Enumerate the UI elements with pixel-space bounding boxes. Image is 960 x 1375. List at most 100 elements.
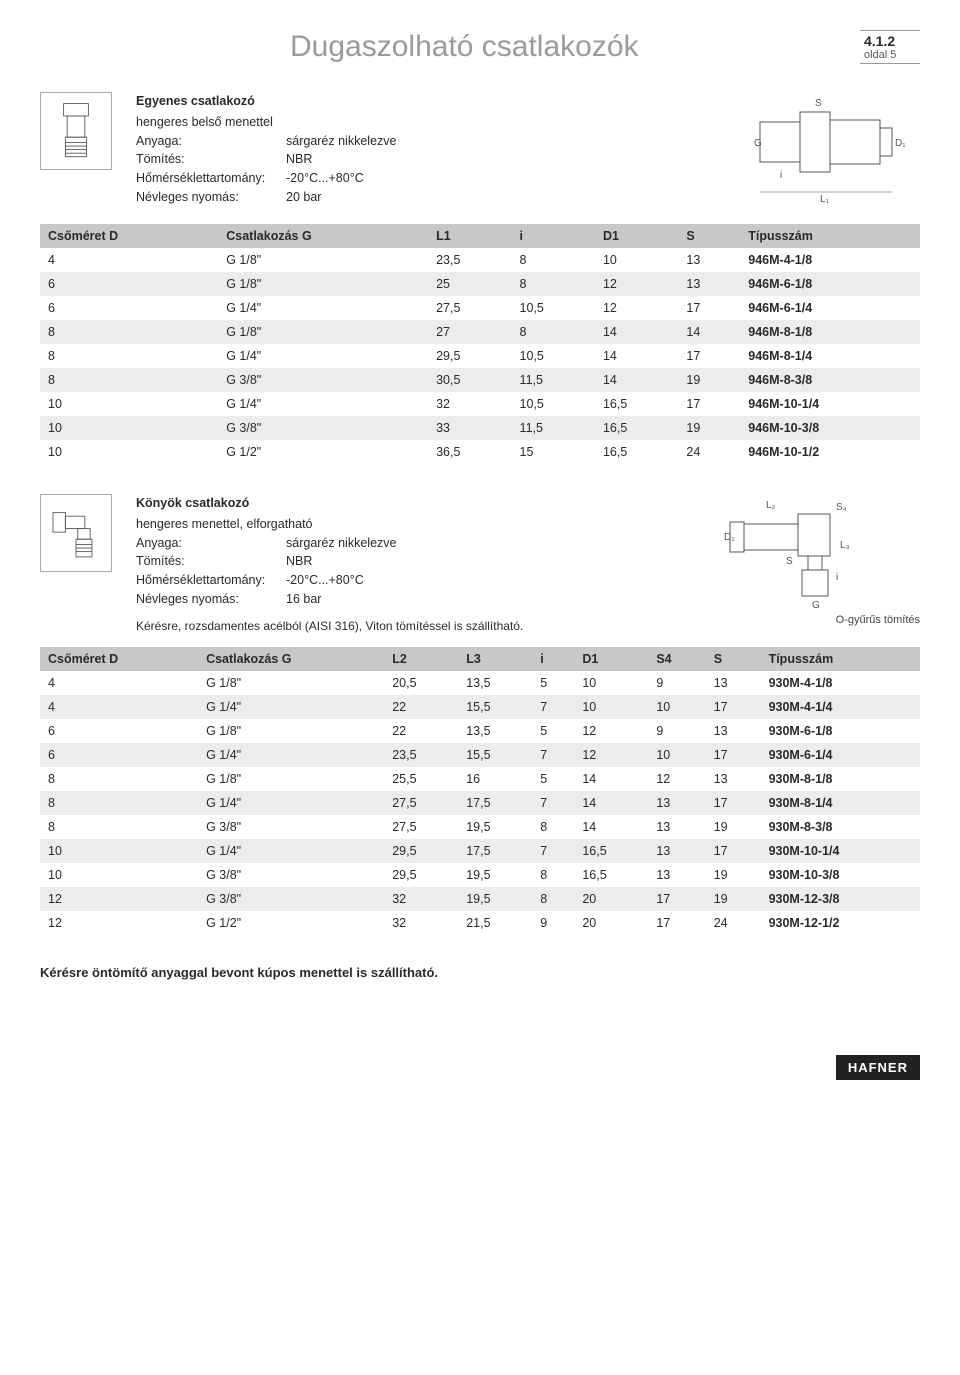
table-cell: 19,5 [458,815,532,839]
table-cell: 30,5 [428,368,511,392]
product1-title: Egyenes csatlakozó [136,92,396,111]
table-cell: 10 [574,671,648,695]
table-cell: 930M-10-1/4 [761,839,920,863]
table-cell: 930M-6-1/4 [761,743,920,767]
table-cell: G 3/8" [218,416,428,440]
table-cell: 8 [40,791,198,815]
table-cell: 12 [40,911,198,935]
table-cell: 10 [648,695,705,719]
spec-label: Névleges nyomás: [136,188,286,207]
product1-specs: Egyenes csatlakozó hengeres belső menett… [136,92,396,207]
table-cell: 9 [648,719,705,743]
table-row: 8G 3/8"30,511,51419946M-8-3/8 [40,368,920,392]
table-cell: 13,5 [458,671,532,695]
table-header: Csatlakozás G [218,224,428,248]
table-cell: 930M-12-3/8 [761,887,920,911]
table-cell: 12 [595,272,678,296]
table-cell: 17 [678,296,740,320]
table-cell: 4 [40,248,218,272]
table-cell: 10,5 [512,344,595,368]
table-cell: 930M-8-3/8 [761,815,920,839]
table-header: L2 [384,647,458,671]
table-cell: 7 [532,839,574,863]
table-cell: 10 [595,248,678,272]
table-cell: 8 [40,368,218,392]
table-header: i [512,224,595,248]
table-cell: 8 [40,767,198,791]
product2-header: Könyök csatlakozó hengeres menettel, elf… [40,494,920,635]
table-cell: 23,5 [384,743,458,767]
table-cell: 12 [40,887,198,911]
table-cell: G 1/4" [218,344,428,368]
table-cell: 27 [428,320,511,344]
table-cell: 16,5 [595,392,678,416]
spec-value: NBR [286,150,312,169]
table-cell: 13 [648,815,705,839]
spec-label: Tömítés: [136,150,286,169]
table-cell: 17 [648,887,705,911]
table-row: 8G 1/8"2781414946M-8-1/8 [40,320,920,344]
spec-label: Névleges nyomás: [136,590,286,609]
product1-thumbnail [40,92,112,170]
table-cell: 9 [648,671,705,695]
product2-title: Könyök csatlakozó [136,494,523,513]
table-cell: 13 [678,248,740,272]
table-cell: G 3/8" [198,863,384,887]
table-cell: 10 [40,392,218,416]
table-cell: 8 [512,272,595,296]
table-cell: 6 [40,719,198,743]
table-cell: 13 [706,767,761,791]
table-cell: 27,5 [384,791,458,815]
table-cell: 14 [595,320,678,344]
product1-header: Egyenes csatlakozó hengeres belső menett… [40,92,920,212]
table-row: 12G 1/2"3221,59201724930M-12-1/2 [40,911,920,935]
table-cell: 17 [706,839,761,863]
svg-text:L₁: L₁ [820,194,830,205]
page-header: Dugaszolható csatlakozók 4.1.2 oldal 5 [40,30,920,64]
table-cell: G 1/4" [218,392,428,416]
table-cell: G 1/8" [198,767,384,791]
table-cell: 946M-8-1/8 [740,320,920,344]
table-cell: G 1/4" [198,695,384,719]
table-cell: 8 [532,863,574,887]
table-cell: 24 [678,440,740,464]
table-cell: 10 [40,440,218,464]
table-row: 8G 1/8"25,5165141213930M-8-1/8 [40,767,920,791]
table-header: i [532,647,574,671]
spec-value: 16 bar [286,590,321,609]
table-cell: 17 [678,392,740,416]
table-cell: 14 [574,767,648,791]
table-cell: 17 [706,695,761,719]
table-cell: 14 [574,791,648,815]
table-cell: 930M-12-1/2 [761,911,920,935]
table-cell: 13 [706,719,761,743]
table-cell: 12 [574,719,648,743]
table-cell: 16,5 [574,863,648,887]
table-cell: 4 [40,695,198,719]
table-cell: 7 [532,791,574,815]
product1-subtitle: hengeres belső menettel [136,113,396,132]
table-cell: 29,5 [384,839,458,863]
table-header: L3 [458,647,532,671]
footer: HAFNER [40,1040,920,1080]
table-header: D1 [595,224,678,248]
table-cell: 19 [706,815,761,839]
svg-text:L₃: L₃ [840,540,850,551]
table-cell: 946M-8-1/4 [740,344,920,368]
table-cell: 13,5 [458,719,532,743]
table-row: 10G 1/4"29,517,5716,51317930M-10-1/4 [40,839,920,863]
table-row: 12G 3/8"3219,58201719930M-12-3/8 [40,887,920,911]
table-cell: G 3/8" [198,887,384,911]
table-cell: 13 [648,863,705,887]
table-cell: 17 [678,344,740,368]
table-cell: 8 [532,887,574,911]
table-cell: 14 [678,320,740,344]
table-cell: 930M-6-1/8 [761,719,920,743]
svg-text:S: S [786,556,793,567]
table-row: 4G 1/8"23,581013946M-4-1/8 [40,248,920,272]
section-sub: oldal 5 [864,49,916,61]
table-cell: 19 [678,416,740,440]
table-cell: 946M-10-1/2 [740,440,920,464]
table-cell: 15 [512,440,595,464]
page-number-box: 4.1.2 oldal 5 [860,30,920,64]
